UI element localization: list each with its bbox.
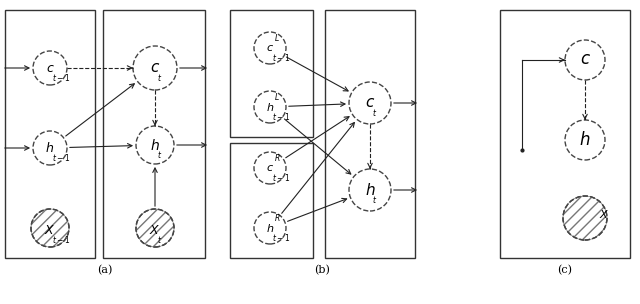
- Text: $c$: $c$: [266, 163, 274, 173]
- Text: $R$: $R$: [274, 152, 280, 163]
- Circle shape: [136, 126, 174, 164]
- Bar: [500, 10, 630, 258]
- Text: $c$: $c$: [580, 51, 591, 68]
- Text: (a): (a): [97, 265, 113, 275]
- Circle shape: [565, 40, 605, 80]
- Bar: [5, 10, 95, 258]
- Text: $h$: $h$: [150, 137, 160, 153]
- Text: $t$: $t$: [157, 234, 162, 245]
- Circle shape: [136, 209, 174, 247]
- Text: (b): (b): [314, 265, 330, 275]
- Circle shape: [33, 131, 67, 165]
- Circle shape: [133, 46, 177, 90]
- Circle shape: [254, 152, 286, 184]
- Bar: [230, 143, 313, 258]
- Circle shape: [349, 169, 391, 211]
- Text: $X$: $X$: [149, 223, 161, 237]
- Text: $h$: $h$: [266, 222, 274, 234]
- Text: $t-1$: $t-1$: [52, 152, 70, 163]
- Bar: [325, 10, 415, 258]
- Text: $t-1$: $t-1$: [272, 172, 291, 183]
- Circle shape: [565, 120, 605, 160]
- Text: $c$: $c$: [150, 61, 160, 75]
- Text: $t-1$: $t-1$: [272, 52, 291, 63]
- Bar: [103, 10, 205, 258]
- Text: $t$: $t$: [157, 149, 162, 160]
- Text: $t$: $t$: [372, 194, 377, 205]
- Text: $X$: $X$: [599, 208, 609, 220]
- Text: $c$: $c$: [365, 96, 375, 110]
- Circle shape: [33, 51, 67, 85]
- Text: $t-1$: $t-1$: [272, 232, 291, 243]
- Text: $c$: $c$: [45, 61, 54, 74]
- Text: $X$: $X$: [44, 223, 56, 237]
- Bar: [230, 10, 313, 137]
- Text: $R$: $R$: [274, 212, 280, 223]
- Text: (c): (c): [557, 265, 573, 275]
- Circle shape: [254, 32, 286, 64]
- Text: $t-1$: $t-1$: [52, 234, 70, 245]
- Circle shape: [563, 196, 607, 240]
- Text: $h$: $h$: [45, 141, 54, 155]
- Text: $t-1$: $t-1$: [52, 72, 70, 83]
- Circle shape: [254, 212, 286, 244]
- Text: $c$: $c$: [266, 43, 274, 53]
- Circle shape: [254, 91, 286, 123]
- Text: $t-1$: $t-1$: [272, 111, 291, 122]
- Circle shape: [349, 82, 391, 124]
- Text: $L$: $L$: [274, 32, 280, 43]
- Text: $h$: $h$: [266, 101, 274, 113]
- Text: $t$: $t$: [372, 107, 377, 118]
- Text: $h$: $h$: [579, 131, 591, 149]
- Text: $t$: $t$: [157, 72, 162, 83]
- Circle shape: [31, 209, 69, 247]
- Text: $h$: $h$: [365, 182, 375, 198]
- Text: $L$: $L$: [274, 91, 280, 102]
